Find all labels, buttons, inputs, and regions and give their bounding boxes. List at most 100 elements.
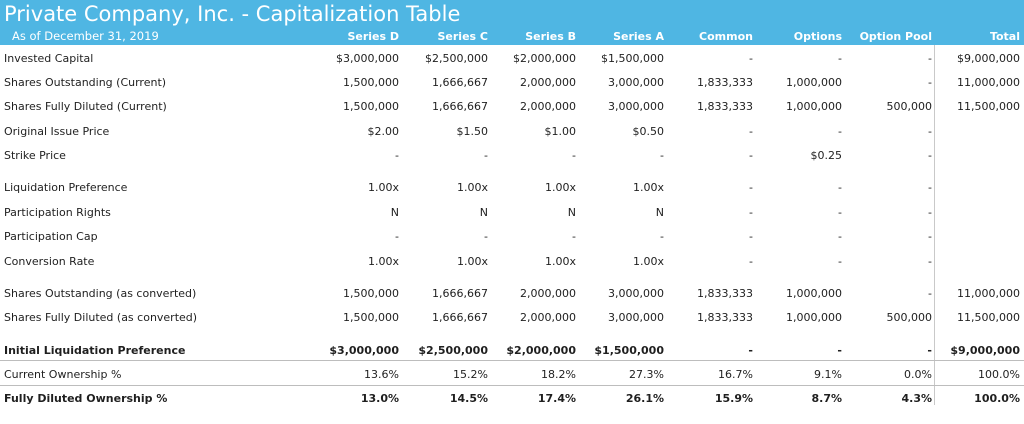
cell-common: -: [749, 255, 753, 268]
col-header-options: Options: [793, 30, 842, 43]
cell-total: 11,000,000: [957, 287, 1020, 300]
cell-series-c: 1.00x: [456, 181, 488, 194]
row-label: Initial Liquidation Preference: [4, 344, 186, 357]
cell-common: -: [749, 149, 753, 162]
cell-series-b: N: [567, 206, 576, 219]
cell-series-b: 17.4%: [537, 392, 576, 405]
cell-option-pool: -: [928, 287, 932, 300]
cell-series-b: 1.00x: [544, 255, 576, 268]
cell-option-pool: -: [928, 149, 932, 162]
table-row: Initial Liquidation Preference $3,000,000…: [0, 341, 1024, 361]
col-header-series-c: Series C: [437, 30, 489, 43]
cell-option-pool: -: [928, 76, 932, 89]
row-divider: [0, 360, 1024, 361]
cell-series-d: 13.0%: [360, 392, 399, 405]
cell-series-d: 13.6%: [364, 368, 399, 381]
cell-options: -: [838, 206, 842, 219]
cell-series-c: N: [479, 206, 488, 219]
cell-series-d: $2.00: [367, 125, 400, 138]
cell-common: 1,833,333: [697, 311, 753, 324]
cell-series-b: 18.2%: [541, 368, 576, 381]
cell-series-b: 2,000,000: [520, 100, 576, 113]
cell-series-a: 3,000,000: [608, 311, 664, 324]
row-label: Participation Cap: [4, 230, 98, 243]
cell-option-pool: -: [928, 52, 932, 65]
cell-common: -: [748, 344, 753, 357]
cell-series-a: 26.1%: [625, 392, 664, 405]
cell-options: -: [837, 344, 842, 357]
as-of-date: As of December 31, 2019: [12, 29, 159, 43]
cell-series-d: 1.00x: [367, 255, 399, 268]
col-header-series-d: Series D: [347, 30, 399, 43]
cell-common: -: [749, 206, 753, 219]
cell-option-pool: -: [927, 344, 932, 357]
cell-options: -: [838, 125, 842, 138]
cell-series-b: $1.00: [544, 125, 577, 138]
cell-options: 8.7%: [811, 392, 842, 405]
cell-common: -: [749, 230, 753, 243]
cell-series-a: 3,000,000: [608, 76, 664, 89]
cell-series-a: 3,000,000: [608, 100, 664, 113]
table-row: Shares Fully Diluted (Current) 1,500,000 1…: [0, 97, 1024, 117]
cell-option-pool: -: [928, 255, 932, 268]
cell-common: 15.9%: [714, 392, 753, 405]
row-label: Fully Diluted Ownership %: [4, 392, 168, 405]
col-header-total: Total: [989, 30, 1020, 43]
cell-series-a: -: [660, 230, 664, 243]
cell-option-pool: 500,000: [886, 311, 933, 324]
cell-series-d: 1,500,000: [343, 76, 399, 89]
cell-total: 100.0%: [978, 368, 1020, 381]
cell-series-d: -: [395, 230, 399, 243]
cell-total: $9,000,000: [950, 344, 1020, 357]
cell-series-d: 1.00x: [367, 181, 399, 194]
cell-series-a: 1.00x: [632, 181, 664, 194]
cell-series-c: -: [484, 230, 488, 243]
cell-series-d: -: [395, 149, 399, 162]
cell-option-pool: 4.3%: [901, 392, 932, 405]
total-column-divider: [934, 45, 935, 405]
cell-common: -: [749, 125, 753, 138]
cell-series-a: 1.00x: [632, 255, 664, 268]
cell-options: 1,000,000: [786, 287, 842, 300]
cell-series-c: 1,666,667: [432, 287, 488, 300]
cell-series-c: 1,666,667: [432, 311, 488, 324]
cell-series-d: 1,500,000: [343, 311, 399, 324]
row-label: Shares Fully Diluted (Current): [4, 100, 167, 113]
cell-series-b: $2,000,000: [513, 52, 576, 65]
cell-total: 100.0%: [974, 392, 1020, 405]
cell-options: 1,000,000: [786, 76, 842, 89]
cell-series-d: N: [390, 206, 399, 219]
col-header-option-pool: Option Pool: [859, 30, 932, 43]
table-row: Shares Outstanding (as converted) 1,500,0…: [0, 284, 1024, 304]
cell-total: 11,500,000: [957, 100, 1020, 113]
cell-option-pool: -: [928, 181, 932, 194]
table-row: Fully Diluted Ownership % 13.0% 14.5% 17.4%…: [0, 389, 1024, 409]
cell-common: -: [749, 181, 753, 194]
cell-series-b: -: [572, 149, 576, 162]
cell-total: $9,000,000: [957, 52, 1020, 65]
cell-common: 1,833,333: [697, 76, 753, 89]
cell-series-b: 2,000,000: [520, 287, 576, 300]
cell-common: 1,833,333: [697, 287, 753, 300]
row-label: Shares Outstanding (as converted): [4, 287, 197, 300]
cell-series-c: 1.00x: [456, 255, 488, 268]
cell-series-d: 1,500,000: [343, 287, 399, 300]
cell-total: 11,500,000: [957, 311, 1020, 324]
table-row: Participation Cap - - - - - - -: [0, 227, 1024, 247]
cell-series-b: 2,000,000: [520, 76, 576, 89]
cell-series-c: 1,666,667: [432, 76, 488, 89]
row-divider: [0, 385, 1024, 386]
cell-series-a: $1,500,000: [594, 344, 664, 357]
cell-series-b: 1.00x: [544, 181, 576, 194]
cell-series-c: 14.5%: [449, 392, 488, 405]
table-row: Participation Rights N N N N - - -: [0, 203, 1024, 223]
cell-series-d: $3,000,000: [329, 344, 399, 357]
cell-options: -: [838, 52, 842, 65]
cell-series-d: $3,000,000: [336, 52, 399, 65]
table-row: Invested Capital $3,000,000 $2,500,000 $2,0…: [0, 49, 1024, 69]
row-label: Current Ownership %: [4, 368, 122, 381]
cell-option-pool: -: [928, 230, 932, 243]
cell-common: 1,833,333: [697, 100, 753, 113]
cell-common: -: [749, 52, 753, 65]
table-row: Current Ownership % 13.6% 15.2% 18.2% 27.3% 1…: [0, 365, 1024, 385]
